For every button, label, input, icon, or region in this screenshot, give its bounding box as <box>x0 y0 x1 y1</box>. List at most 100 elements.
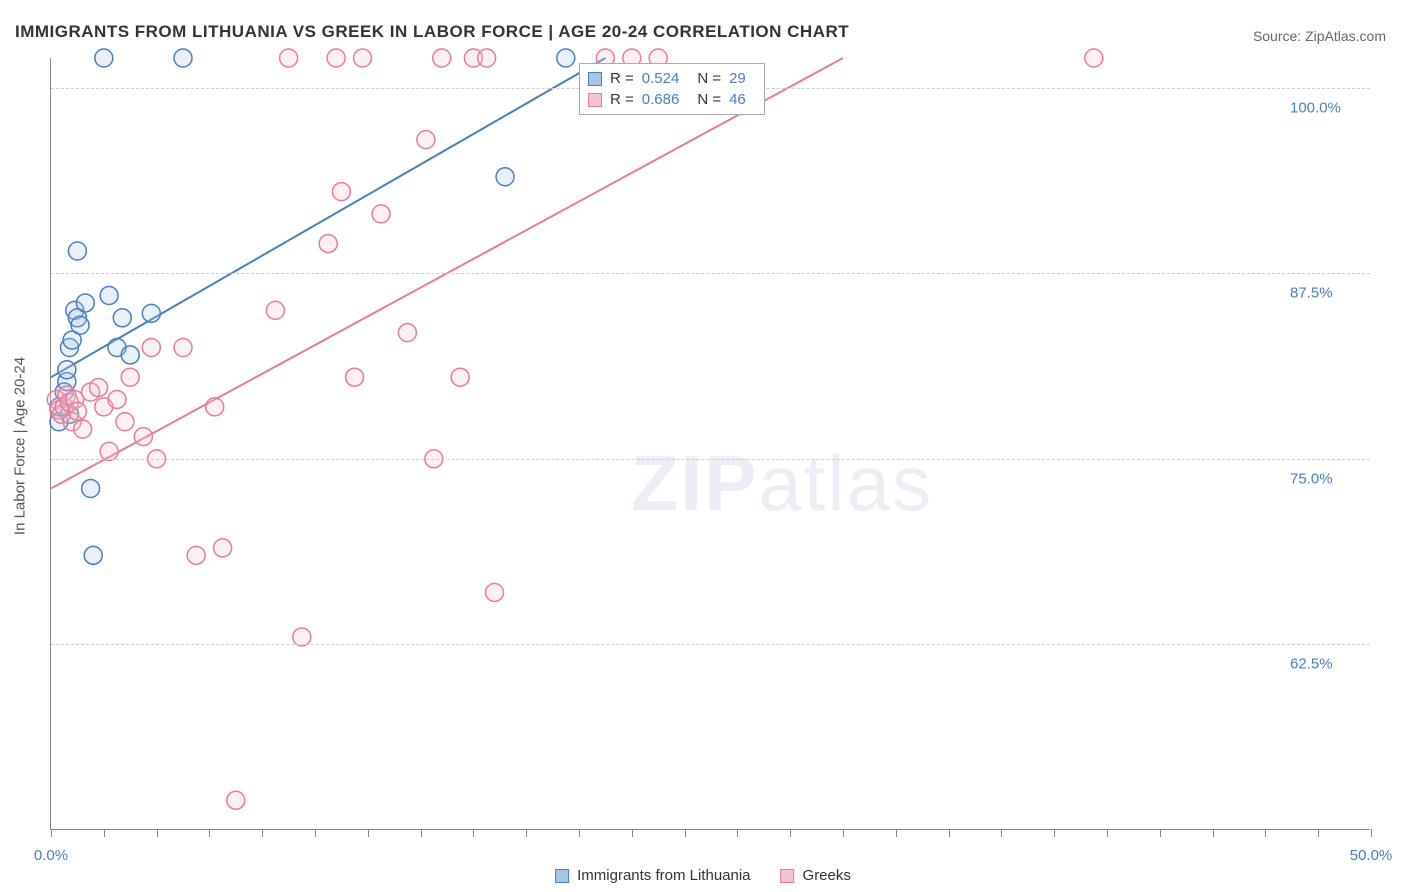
scatter-point <box>82 480 100 498</box>
x-tick <box>526 829 527 837</box>
legend-n-value: 46 <box>729 91 746 108</box>
grid-line <box>51 644 1370 645</box>
x-tick <box>1265 829 1266 837</box>
x-tick <box>1318 829 1319 837</box>
scatter-point <box>478 49 496 67</box>
scatter-point <box>58 361 76 379</box>
x-tick <box>262 829 263 837</box>
chart-title: IMMIGRANTS FROM LITHUANIA VS GREEK IN LA… <box>15 22 849 42</box>
scatter-point <box>206 398 224 416</box>
x-tick <box>790 829 791 837</box>
x-tick <box>209 829 210 837</box>
x-tick-label: 50.0% <box>1350 847 1393 864</box>
scatter-point <box>557 49 575 67</box>
scatter-point <box>417 131 435 149</box>
scatter-point <box>116 413 134 431</box>
source-label: Source: <box>1253 28 1305 44</box>
scatter-point <box>266 301 284 319</box>
scatter-point <box>372 205 390 223</box>
scatter-point <box>100 287 118 305</box>
x-tick <box>737 829 738 837</box>
x-tick <box>1213 829 1214 837</box>
x-tick <box>685 829 686 837</box>
regression-line <box>51 58 605 377</box>
x-tick <box>843 829 844 837</box>
legend-r-value: 0.686 <box>642 91 680 108</box>
legend-swatch <box>588 72 602 86</box>
x-tick <box>632 829 633 837</box>
grid-line <box>51 459 1370 460</box>
scatter-point <box>433 49 451 67</box>
legend-bottom: Immigrants from Lithuania Greeks <box>555 867 851 884</box>
x-tick <box>421 829 422 837</box>
source-name: ZipAtlas.com <box>1305 28 1386 44</box>
grid-line <box>51 273 1370 274</box>
scatter-point <box>227 791 245 809</box>
x-tick <box>1371 829 1372 837</box>
y-tick-label: 75.0% <box>1290 470 1360 487</box>
plot-area: ZIPatlas 62.5%75.0%87.5%100.0%0.0%50.0%R… <box>50 58 1370 830</box>
scatter-point <box>100 442 118 460</box>
x-tick <box>104 829 105 837</box>
legend-bottom-item: Immigrants from Lithuania <box>555 867 750 884</box>
legend-swatch <box>781 869 795 883</box>
x-tick <box>1160 829 1161 837</box>
scatter-point <box>121 368 139 386</box>
scatter-point <box>108 390 126 408</box>
scatter-point <box>1085 49 1103 67</box>
legend-r-label: R = <box>610 70 634 87</box>
x-tick <box>1001 829 1002 837</box>
scatter-point <box>121 346 139 364</box>
y-axis-label: In Labor Force | Age 20-24 <box>12 357 29 535</box>
x-tick <box>51 829 52 837</box>
legend-bottom-item: Greeks <box>781 867 851 884</box>
legend-n-label: N = <box>697 70 721 87</box>
source-attribution: Source: ZipAtlas.com <box>1253 28 1386 44</box>
scatter-point <box>71 316 89 334</box>
scatter-point <box>332 183 350 201</box>
x-tick <box>157 829 158 837</box>
x-tick <box>949 829 950 837</box>
scatter-point <box>174 339 192 357</box>
y-tick-label: 62.5% <box>1290 656 1360 673</box>
legend-bottom-label: Greeks <box>803 867 851 884</box>
legend-top: R = 0.524 N = 29R = 0.686 N = 46 <box>579 63 765 115</box>
scatter-point <box>174 49 192 67</box>
x-tick <box>1054 829 1055 837</box>
scatter-point <box>84 546 102 564</box>
x-tick <box>896 829 897 837</box>
scatter-point <box>451 368 469 386</box>
legend-swatch <box>588 93 602 107</box>
scatter-point <box>95 49 113 67</box>
scatter-point <box>354 49 372 67</box>
legend-n-value: 29 <box>729 70 746 87</box>
x-tick-label: 0.0% <box>34 847 68 864</box>
scatter-point <box>142 304 160 322</box>
legend-swatch <box>555 869 569 883</box>
x-tick <box>1107 829 1108 837</box>
chart-container: IMMIGRANTS FROM LITHUANIA VS GREEK IN LA… <box>0 0 1406 892</box>
scatter-point <box>486 583 504 601</box>
scatter-point <box>214 539 232 557</box>
scatter-point <box>346 368 364 386</box>
scatter-point <box>142 339 160 357</box>
legend-n-label: N = <box>697 91 721 108</box>
x-tick <box>315 829 316 837</box>
scatter-point <box>319 235 337 253</box>
x-tick <box>579 829 580 837</box>
y-tick-label: 87.5% <box>1290 285 1360 302</box>
scatter-point <box>293 628 311 646</box>
scatter-point <box>74 420 92 438</box>
scatter-point <box>327 49 345 67</box>
chart-svg <box>51 58 1370 829</box>
scatter-point <box>68 402 86 420</box>
scatter-point <box>90 379 108 397</box>
scatter-point <box>280 49 298 67</box>
legend-r-value: 0.524 <box>642 70 680 87</box>
y-tick-label: 100.0% <box>1290 99 1360 116</box>
x-tick <box>473 829 474 837</box>
scatter-point <box>496 168 514 186</box>
x-tick <box>368 829 369 837</box>
legend-top-row: R = 0.524 N = 29 <box>588 68 756 89</box>
legend-bottom-label: Immigrants from Lithuania <box>577 867 750 884</box>
